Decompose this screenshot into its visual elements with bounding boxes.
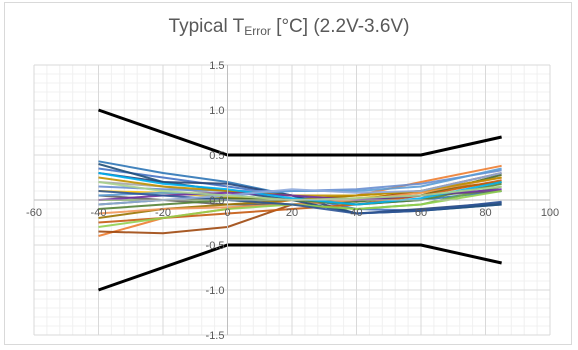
lower-limit-line xyxy=(98,243,502,292)
y-tick-label: -1.5 xyxy=(206,330,225,342)
x-tick-label: 20 xyxy=(286,207,298,219)
x-tick-label: 40 xyxy=(350,207,362,219)
y-tick-label: 0.0 xyxy=(209,195,224,207)
series-line-16 xyxy=(98,167,502,197)
series-line-20 xyxy=(98,172,502,206)
y-tick-label: 1.0 xyxy=(209,105,224,117)
x-tick-label: -40 xyxy=(91,207,107,219)
y-tick-label: 0.5 xyxy=(209,150,224,162)
chart-title: Typical TError [°C] (2.2V-3.6V) xyxy=(168,16,410,38)
x-tick-label: 80 xyxy=(479,207,491,219)
x-tick-label: 60 xyxy=(415,207,427,219)
y-tick-label: 1.5 xyxy=(209,60,224,72)
x-tick-label: 100 xyxy=(541,207,559,219)
y-tick-label: -0.5 xyxy=(206,240,225,252)
x-tick-label: -60 xyxy=(26,207,42,219)
x-tick-label: -20 xyxy=(155,207,171,219)
x-tick-label: 0 xyxy=(224,207,230,219)
series-line-22 xyxy=(98,190,502,215)
upper-limit-line xyxy=(98,108,502,157)
y-tick-label: -1.0 xyxy=(206,285,225,297)
